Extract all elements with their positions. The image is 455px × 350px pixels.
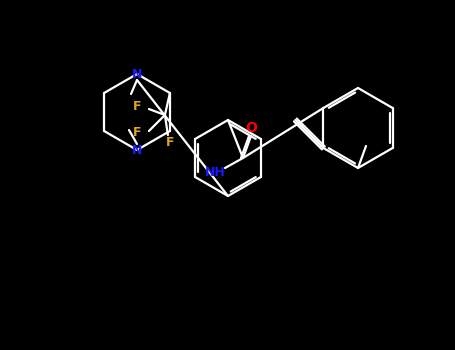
Text: F: F [166,136,174,149]
Text: N: N [132,68,142,80]
Text: O: O [245,121,257,135]
Text: N: N [132,144,142,156]
Text: F: F [133,126,141,140]
Text: NH: NH [205,167,225,180]
Text: F: F [133,100,141,113]
